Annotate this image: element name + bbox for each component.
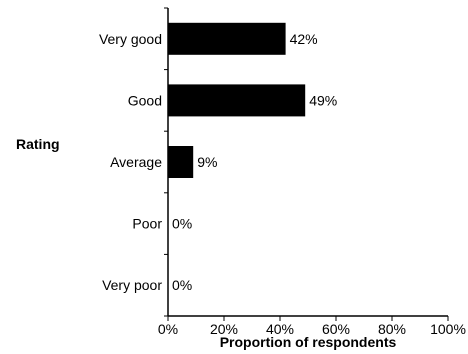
x-tick-label: 80%	[378, 321, 406, 337]
y-axis-label: Rating	[16, 136, 60, 152]
x-tick-label: 40%	[266, 321, 294, 337]
x-axis-label: Proportion of respondents	[219, 334, 397, 350]
bar	[168, 146, 194, 178]
y-tick-label: Very good	[99, 31, 162, 47]
data-label: 42%	[290, 31, 318, 47]
x-tick-label: 20%	[210, 321, 238, 337]
data-label: 0%	[172, 216, 192, 232]
bar	[168, 84, 306, 117]
y-tick-label: Average	[110, 154, 162, 170]
x-tick-label: 0%	[158, 321, 178, 337]
y-tick-label: Poor	[132, 216, 162, 232]
data-label: 9%	[197, 154, 217, 170]
bar	[168, 22, 286, 55]
y-tick-label: Very poor	[102, 277, 162, 293]
data-label: 49%	[309, 92, 337, 108]
x-tick-label: 60%	[322, 321, 350, 337]
x-tick-label: 100%	[430, 321, 466, 337]
data-label: 0%	[172, 277, 192, 293]
y-tick-label: Good	[128, 92, 162, 108]
